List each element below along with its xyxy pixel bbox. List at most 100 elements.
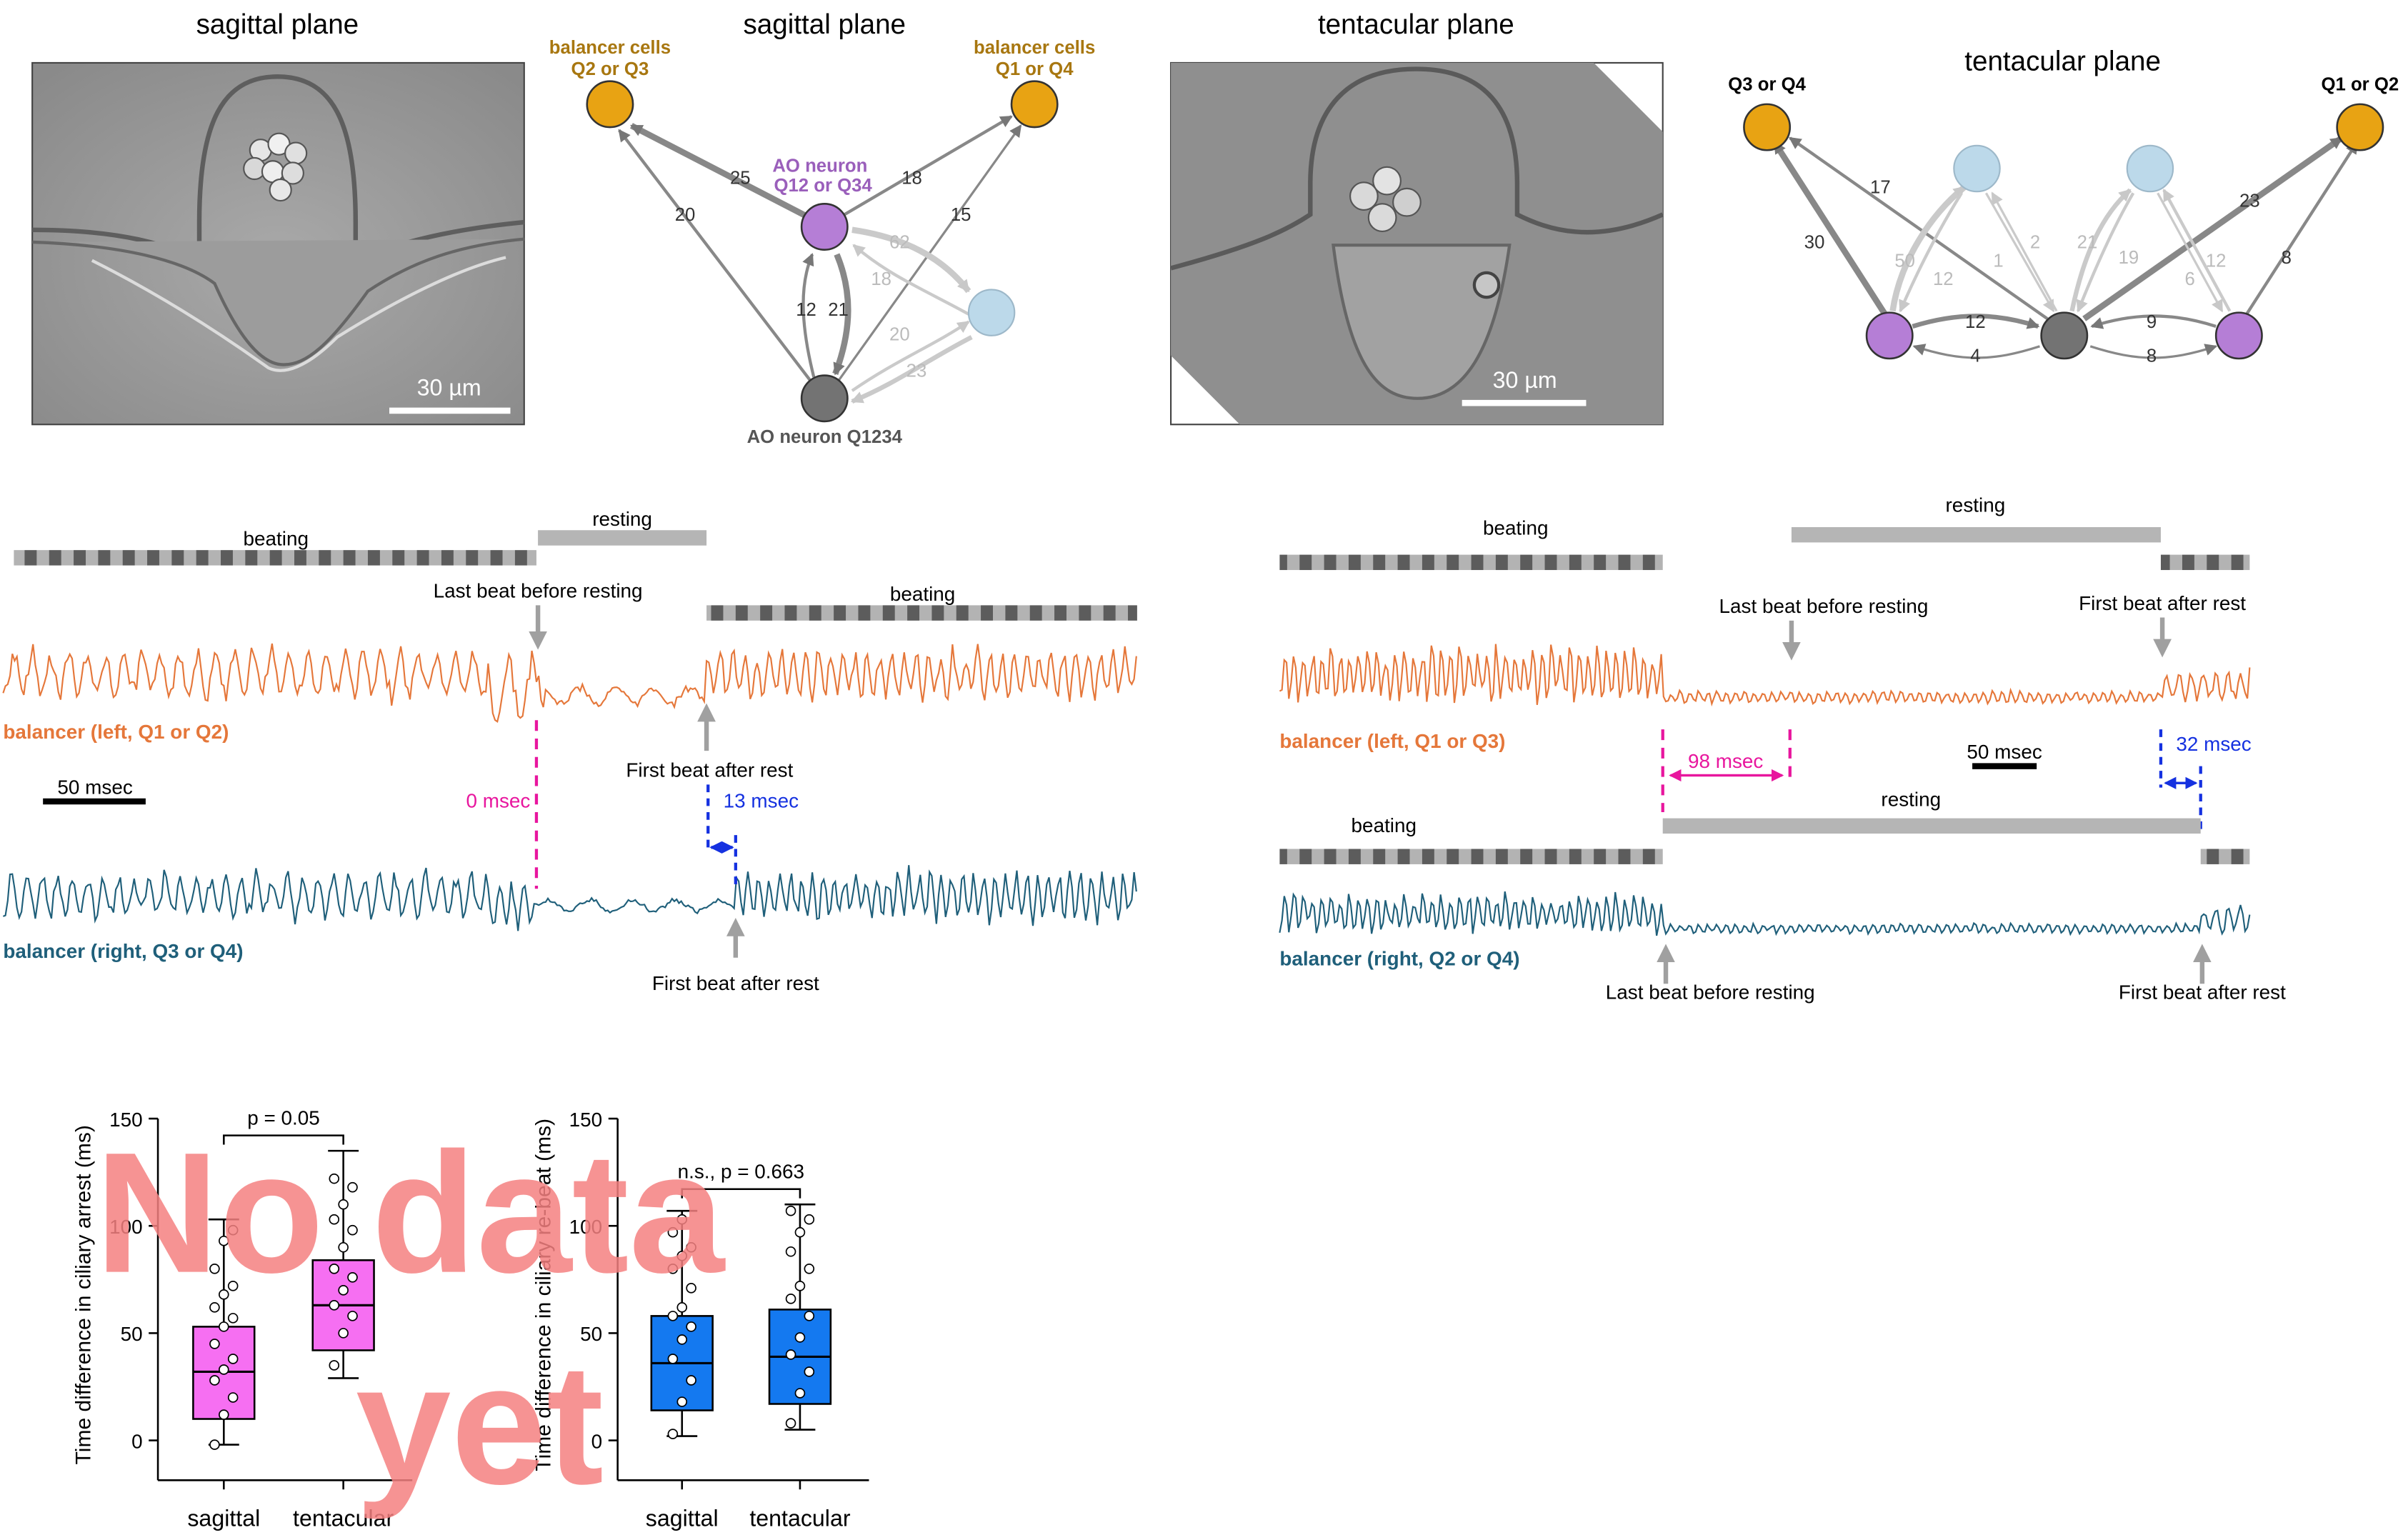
data-point — [785, 1349, 796, 1360]
node-light-left — [1953, 144, 2001, 193]
data-point — [219, 1321, 229, 1332]
data-point — [804, 1263, 815, 1274]
data-point — [219, 1289, 229, 1300]
img2-title: tentacular plane — [1318, 9, 1514, 40]
data-point — [347, 1311, 358, 1321]
edge-label: 12 — [1933, 269, 1954, 289]
data-point — [785, 1418, 796, 1429]
label-balancer-left-1: balancer cells — [549, 38, 671, 58]
resting-bar — [1791, 526, 2161, 543]
first-beat-label: First beat after rest — [626, 759, 793, 781]
data-point — [667, 1311, 679, 1321]
beating-label: beating — [244, 528, 309, 550]
data-point — [676, 1302, 688, 1313]
y-tick-label: 0 — [131, 1430, 143, 1452]
data-point — [794, 1332, 806, 1343]
scalebar2-label: 30 µm — [1493, 367, 1557, 393]
boxplot-rebeat: 0 50 100 150 sagittal tentacular Time differen… — [531, 1109, 869, 1531]
data-point — [667, 1226, 679, 1238]
significance-bracket — [223, 1134, 344, 1145]
resting-bar — [538, 530, 707, 546]
resting-label: resting — [1946, 494, 2006, 516]
data-point — [219, 1235, 229, 1246]
edge-label: 2 — [2030, 233, 2040, 253]
edge-label: 25 — [730, 168, 751, 188]
data-point — [329, 1173, 340, 1184]
last-beat-label: Last beat before resting — [434, 580, 643, 602]
label-balancer-left: balancer (left, Q1 or Q2) — [3, 721, 229, 743]
data-point — [667, 1429, 679, 1439]
scalebar-label: 50 msec — [57, 776, 132, 798]
data-point — [227, 1281, 239, 1291]
x-tick-label: tentacular — [293, 1506, 394, 1531]
node-balancer-q1q2 — [2336, 103, 2384, 151]
trace-teal-right — [1279, 891, 2251, 936]
data-point — [676, 1334, 688, 1345]
trace-panel-left: beating resting beating Last beat before… — [2, 508, 1137, 994]
data-point — [329, 1300, 340, 1311]
edge-label: 62 — [889, 233, 910, 253]
y-tick-label: 150 — [109, 1109, 143, 1131]
trace-orange-left — [2, 643, 1137, 723]
edge-label: 18 — [901, 168, 922, 188]
node-balancer-q1q4 — [1010, 80, 1059, 129]
p-value-label: n.s., p = 0.663 — [678, 1161, 804, 1183]
label-balancer-right: balancer (right, Q2 or Q4) — [1279, 948, 1519, 970]
trace-panel-right: beating resting Last beat before resting… — [1279, 494, 2286, 1004]
data-point — [338, 1241, 349, 1253]
edge-label: 17 — [1870, 177, 1891, 197]
data-point — [686, 1375, 696, 1386]
resting-label: resting — [1881, 788, 1941, 810]
data-point — [676, 1214, 688, 1225]
y-axis-label: Time difference in ciliary re-beat (ms) — [531, 1119, 555, 1471]
data-point — [347, 1272, 358, 1283]
data-point — [227, 1313, 239, 1324]
node-ao-right — [2214, 311, 2263, 360]
beating-bar — [1279, 849, 1663, 864]
edge-label: 8 — [2282, 248, 2292, 268]
zero-msec-label: 0 msec — [466, 790, 531, 812]
data-point — [347, 1224, 358, 1236]
data-point — [676, 1396, 688, 1407]
y-tick-label: 150 — [569, 1109, 603, 1131]
data-point — [794, 1281, 806, 1291]
edge-label: 4 — [1970, 346, 1980, 366]
edge-label: 21 — [828, 300, 849, 320]
y-tick-label: 50 — [121, 1323, 143, 1345]
edge-label: 18 — [871, 269, 891, 289]
edge-label: 8 — [2147, 346, 2157, 366]
data-point — [686, 1283, 696, 1294]
x-tick-label: sagittal — [646, 1506, 719, 1531]
x-tick-label: tentacular — [749, 1506, 851, 1531]
micrograph-sagittal: 30 µm — [31, 61, 525, 426]
beating-label: beating — [1352, 814, 1417, 836]
beating-bar — [14, 550, 536, 566]
first-beat-label: First beat after rest — [2079, 592, 2246, 614]
node-light-right — [2126, 144, 2174, 193]
data-point — [785, 1246, 796, 1257]
data-point — [804, 1214, 815, 1225]
label-balancer-right-1: balancer cells — [974, 38, 1095, 58]
beating-bar — [2200, 849, 2250, 864]
edge-label: 23 — [2239, 191, 2260, 211]
y-tick-label: 0 — [591, 1430, 603, 1452]
data-point — [686, 1241, 696, 1253]
label-ao1234: AO neuron Q1234 — [747, 427, 903, 447]
edge-label: 6 — [2185, 269, 2195, 289]
data-point — [667, 1263, 679, 1274]
edge-label: 15 — [951, 205, 971, 225]
first-beat-label: First beat after rest — [652, 972, 819, 994]
data-point — [209, 1439, 220, 1450]
label-balancer-right-2: Q1 or Q4 — [996, 59, 1074, 79]
resting-label: resting — [592, 508, 652, 530]
y-tick-label: 100 — [569, 1216, 603, 1238]
first-beat-label: First beat after rest — [2119, 981, 2286, 1004]
beating-bar — [2160, 554, 2250, 571]
data-point — [338, 1328, 349, 1339]
data-point — [219, 1409, 229, 1420]
data-point — [804, 1311, 815, 1321]
data-point — [338, 1199, 349, 1210]
data-point — [686, 1321, 696, 1332]
node-light — [967, 289, 1016, 336]
